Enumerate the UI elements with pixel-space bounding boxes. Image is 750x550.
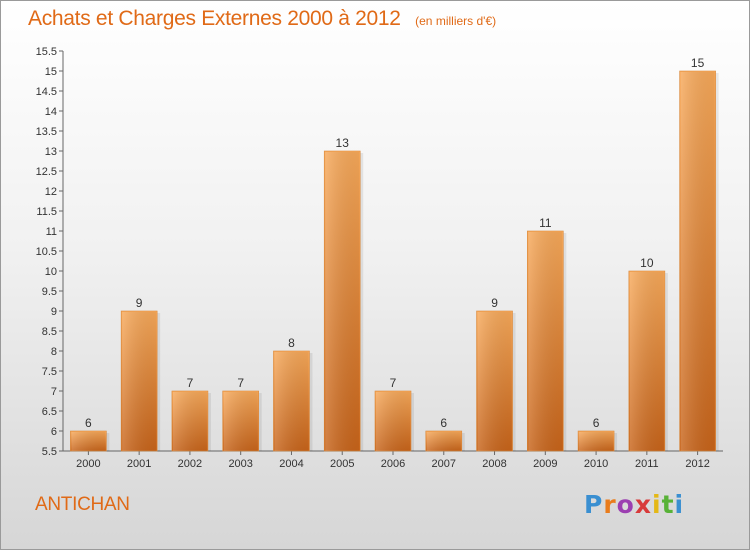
chart-bars: [70, 70, 719, 452]
value-label: 10: [640, 256, 654, 270]
y-tick-label: 5.5: [42, 446, 57, 458]
chart-title: Achats et Charges Externes 2000 à 2012: [28, 7, 401, 30]
value-label: 11: [539, 216, 552, 230]
bar-highlight: [325, 152, 360, 451]
proxiti-logo: Proxiti: [584, 490, 685, 519]
y-tick-label: 8.5: [42, 326, 57, 338]
y-tick-label: 10: [45, 266, 57, 278]
x-tick-label: 2004: [279, 458, 303, 470]
y-tick-label: 11: [46, 226, 57, 238]
value-label: 6: [440, 416, 447, 430]
x-tick-label: 2003: [228, 458, 252, 470]
y-tick-label: 6.5: [42, 406, 57, 418]
bar-highlight: [274, 352, 309, 451]
value-label: 6: [593, 416, 600, 430]
bar-highlight: [426, 432, 461, 451]
y-tick-label: 7.5: [42, 366, 57, 378]
y-tick-label: 15: [45, 66, 57, 78]
x-tick-label: 2000: [76, 458, 100, 470]
x-tick-label: 2001: [127, 458, 151, 470]
value-label: 13: [336, 136, 350, 150]
y-tick-label: 6: [51, 426, 57, 438]
chart-header: Achats et Charges Externes 2000 à 2012 (…: [28, 7, 496, 31]
value-label: 8: [288, 336, 295, 350]
bar-highlight: [172, 392, 207, 451]
x-tick-label: 2005: [330, 458, 354, 470]
value-label: 7: [187, 376, 194, 390]
value-label: 15: [691, 56, 705, 70]
y-tick-label: 9.5: [42, 286, 57, 298]
value-label: 7: [237, 376, 244, 390]
value-label: 7: [390, 376, 397, 390]
y-tick-label: 14.5: [36, 86, 57, 98]
bar-highlight: [122, 312, 157, 451]
value-label: 6: [85, 416, 92, 430]
y-tick-label: 11.5: [36, 206, 57, 218]
x-tick-label: 2011: [635, 458, 659, 470]
y-tick-label: 13.5: [36, 126, 57, 138]
bar-highlight: [71, 432, 106, 451]
x-tick-label: 2002: [178, 458, 202, 470]
value-label: 9: [136, 296, 143, 310]
value-label: 9: [491, 296, 498, 310]
bar-highlight: [680, 72, 715, 451]
x-tick-label: 2008: [482, 458, 506, 470]
bar-highlight: [629, 272, 664, 451]
y-tick-label: 12.5: [36, 166, 57, 178]
x-tick-label: 2010: [584, 458, 608, 470]
chart-subtitle: (en milliers d'€): [415, 14, 497, 28]
y-tick-label: 9: [51, 306, 57, 318]
y-tick-label: 10.5: [36, 246, 57, 258]
bar-highlight: [528, 232, 563, 451]
x-tick-label: 2012: [685, 458, 709, 470]
y-tick-label: 7: [51, 386, 57, 398]
y-tick-label: 15.5: [36, 46, 57, 58]
x-tick-label: 2006: [381, 458, 405, 470]
y-tick-label: 12: [45, 186, 57, 198]
y-tick-label: 13: [45, 146, 57, 158]
y-tick-label: 14: [45, 106, 57, 118]
bar-highlight: [223, 392, 258, 451]
bar-highlight: [477, 312, 512, 451]
x-tick-label: 2009: [533, 458, 557, 470]
x-tick-label: 2007: [432, 458, 456, 470]
bar-highlight: [376, 392, 410, 451]
bar-highlight: [579, 432, 614, 451]
y-tick-label: 8: [51, 346, 57, 358]
chart-labels: 5.5 6 6.5 7 7.5 8 8.5 9 9.5 10 10.5 11 11.5 12 12.5 13 1…: [36, 46, 710, 470]
commune-name: ANTICHAN: [35, 494, 130, 515]
